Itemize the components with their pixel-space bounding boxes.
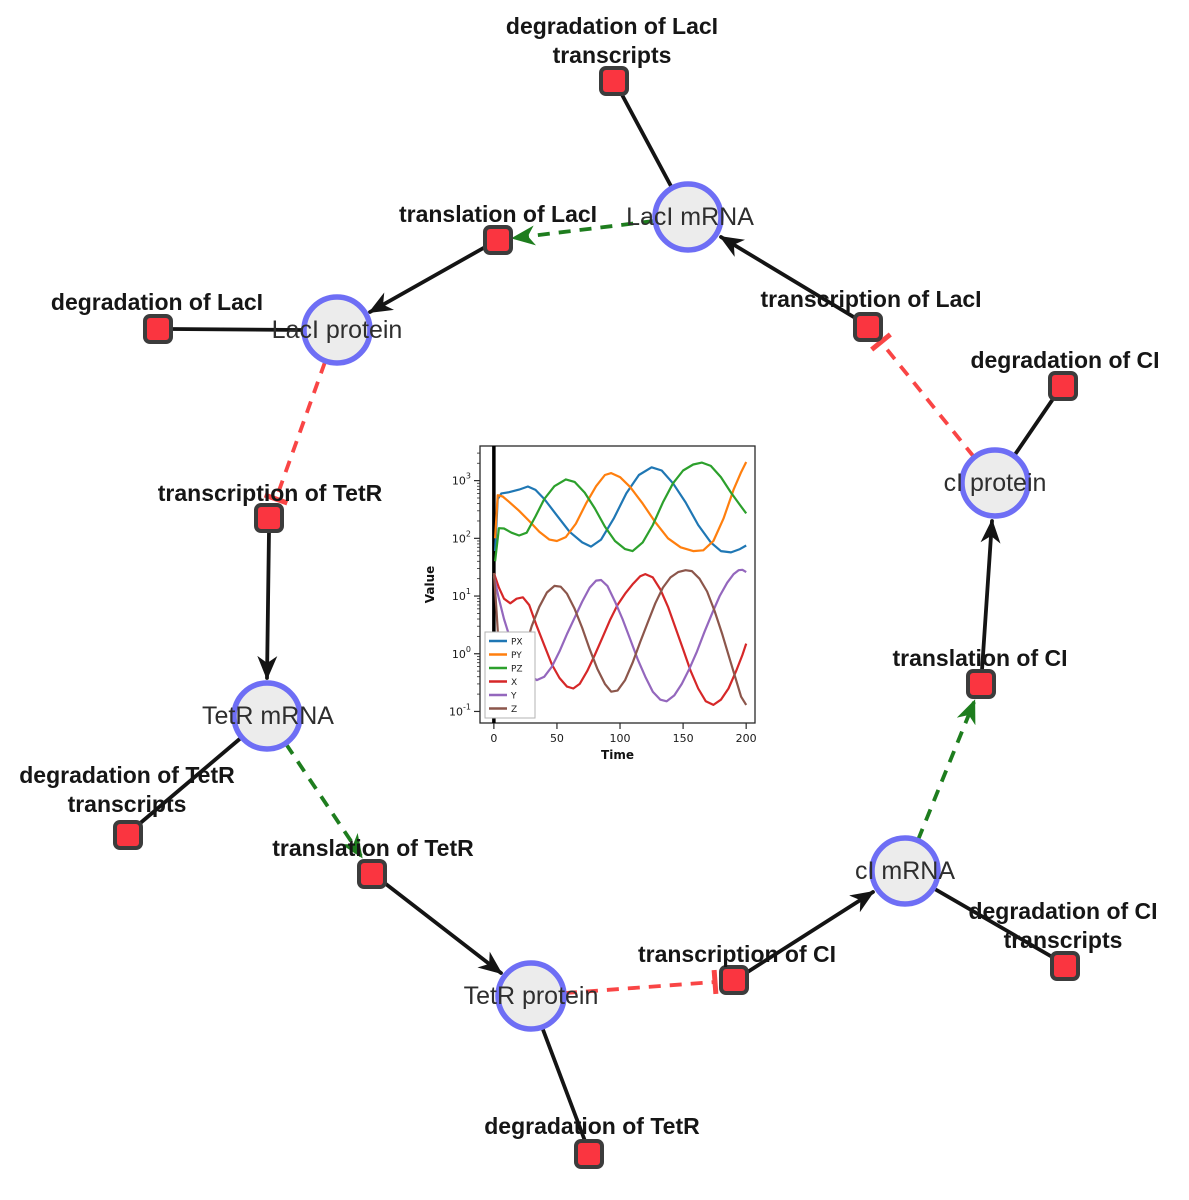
inset-chart: 10-1 100 101 102 103 0 50 100 150 200 Time Value PX P… [423, 445, 757, 762]
reaction-node-degradation-ci[interactable]: degradation of CI [970, 347, 1160, 401]
edge-ci-mrna-to-translation-ci [916, 699, 976, 841]
svg-text:transcription of CI: transcription of CI [638, 941, 836, 967]
x-tick-label: 0 [490, 732, 497, 745]
edge-laci-protein-to-degradation [169, 327, 305, 332]
reaction-node-degradation-tetr[interactable]: degradation of TetR [484, 1113, 700, 1169]
edges-layer [136, 89, 1057, 1143]
edge-laci-mrna-to-degradation-transcripts [618, 89, 674, 190]
edge-transcription-laci-to-laci-mrna [719, 235, 859, 321]
svg-text:LacI mRNA: LacI mRNA [626, 203, 754, 231]
x-tick-label: 100 [610, 732, 631, 745]
y-axis-label: Value [423, 566, 437, 604]
y-tick-label: 101 [452, 587, 471, 603]
svg-text:degradation of TetR: degradation of TetR [19, 762, 235, 788]
legend-label: Y [510, 692, 517, 702]
svg-text:TetR mRNA: TetR mRNA [202, 702, 334, 730]
svg-text:translation of TetR: translation of TetR [272, 835, 474, 861]
reaction-nodes-layer: degradation of LacI transcripts translat… [19, 13, 1160, 1169]
edge-ci-mrna-to-degradation-transcripts [931, 886, 1056, 960]
edge-laci-mrna-to-translation-laci [511, 219, 655, 246]
edge-tetr-protein-inhibits-transcription-ci [564, 969, 719, 995]
species-nodes-layer: LacI mRNA LacI protein TetR mRNA TetR pr… [202, 181, 1047, 1032]
svg-text:transcription of LacI: transcription of LacI [760, 286, 981, 312]
species-node-laci-protein[interactable]: LacI protein [272, 294, 403, 366]
legend-label: X [511, 678, 517, 688]
x-axis-label: Time [601, 748, 634, 762]
reaction-node-degradation-laci[interactable]: degradation of LacI [51, 289, 263, 344]
svg-text:degradation of TetR: degradation of TetR [484, 1113, 700, 1139]
svg-text:degradation of CI: degradation of CI [968, 898, 1157, 924]
svg-text:degradation of LacI: degradation of LacI [51, 289, 263, 315]
svg-text:cI mRNA: cI mRNA [855, 857, 955, 885]
x-tick-label: 150 [673, 732, 694, 745]
reaction-node-degradation-tetr-transcripts[interactable]: degradation of TetR transcripts [19, 762, 235, 850]
legend-label: PY [511, 651, 522, 661]
reaction-node-degradation-laci-transcripts[interactable]: degradation of LacI transcripts [506, 13, 718, 96]
species-node-tetr-protein[interactable]: TetR protein [464, 960, 599, 1032]
edge-tetr-mrna-to-translation-tetr [284, 742, 363, 859]
svg-text:translation of LacI: translation of LacI [399, 201, 597, 227]
reaction-node-degradation-ci-transcripts[interactable]: degradation of CI transcripts [968, 898, 1158, 981]
x-tick-label: 200 [736, 732, 757, 745]
svg-text:LacI protein: LacI protein [272, 316, 403, 344]
species-node-tetr-mrna[interactable]: TetR mRNA [202, 680, 334, 752]
svg-text:transcripts: transcripts [1004, 927, 1123, 953]
y-tick-label: 100 [452, 645, 471, 661]
svg-text:TetR protein: TetR protein [464, 982, 599, 1010]
edge-laci-protein-inhibits-transcription-tetr [263, 361, 327, 506]
y-tick-label: 10-1 [449, 702, 471, 718]
svg-text:transcription of TetR: transcription of TetR [158, 480, 383, 506]
series-pz [494, 461, 748, 562]
edge-transcription-tetr-to-tetr-mrna [257, 529, 278, 680]
svg-text:translation of CI: translation of CI [892, 645, 1067, 671]
svg-text:degradation of LacI: degradation of LacI [506, 13, 718, 39]
edge-ci-protein-inhibits-transcription-laci [870, 332, 976, 459]
reaction-node-translation-tetr[interactable]: translation of TetR [272, 835, 474, 889]
species-node-ci-mrna[interactable]: cI mRNA [855, 835, 955, 907]
series-py [494, 461, 748, 553]
svg-text:degradation of CI: degradation of CI [970, 347, 1159, 373]
species-node-ci-protein[interactable]: cI protein [944, 447, 1047, 519]
species-node-laci-mrna[interactable]: LacI mRNA [626, 181, 754, 253]
edge-translation-tetr-to-tetr-protein [380, 879, 503, 975]
legend-label: PZ [511, 665, 523, 675]
svg-text:transcripts: transcripts [553, 42, 672, 68]
y-tick-label: 103 [452, 472, 471, 488]
reaction-node-translation-ci[interactable]: translation of CI [892, 645, 1068, 699]
reaction-node-transcription-laci[interactable]: transcription of LacI [760, 286, 982, 342]
edge-tetr-protein-to-degradation [540, 1025, 587, 1143]
x-tick-label: 50 [550, 732, 564, 745]
edge-ci-protein-to-degradation [1012, 394, 1057, 458]
svg-text:cI protein: cI protein [944, 469, 1047, 497]
legend-label: Z [511, 705, 517, 715]
reaction-node-transcription-ci[interactable]: transcription of CI [638, 941, 836, 995]
edge-tetr-mrna-to-degradation-transcripts [136, 735, 244, 827]
edge-translation-laci-to-laci-protein [368, 244, 489, 314]
legend-label: PX [511, 638, 523, 648]
reaction-node-translation-laci[interactable]: translation of LacI [399, 201, 597, 255]
edge-transcription-ci-to-ci-mrna [744, 890, 875, 975]
y-tick-label: 102 [452, 529, 471, 545]
reaction-node-transcription-tetr[interactable]: transcription of TetR [158, 480, 383, 533]
legend-box [484, 631, 536, 719]
edge-translation-ci-to-ci-protein [980, 519, 1001, 672]
svg-text:transcripts: transcripts [68, 791, 187, 817]
